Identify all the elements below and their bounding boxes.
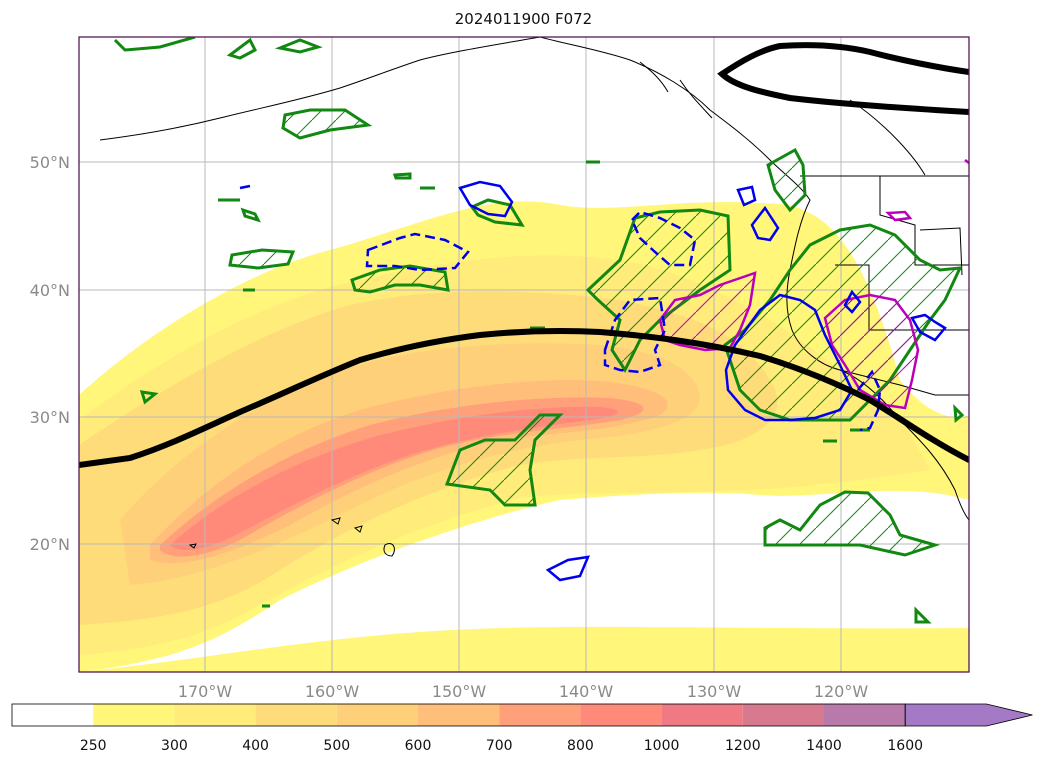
- colorbar-tick-label: 600: [405, 738, 432, 754]
- lat-label-20: 20°N: [30, 535, 70, 554]
- jet-axis-north: [717, 42, 969, 115]
- colorbar-tick-label: 1000: [644, 738, 680, 754]
- lon-label-160w: 160°W: [305, 682, 360, 701]
- green-contour-coast-north: [766, 147, 807, 213]
- magenta-contour-offshore: [658, 271, 757, 352]
- colorbar-tick-label: 1600: [887, 738, 923, 754]
- colorbar-cell: [255, 704, 337, 726]
- colorbar-cell: [174, 704, 256, 726]
- ivt-band-250-south: [79, 626, 969, 672]
- green-contour-subtropics-east: [763, 490, 941, 557]
- map-frame: [78, 36, 970, 673]
- lon-label-120w: 120°W: [814, 682, 869, 701]
- colorbar: 250 300 400 500 600 700 800 1000 1200 1400 1600: [11, 703, 1033, 754]
- colorbar-cell: [336, 704, 418, 726]
- colorbar-tick-label: 300: [161, 738, 188, 754]
- colorbar-cell: [580, 704, 662, 726]
- latitude-labels: 50°N 40°N 30°N 20°N: [30, 153, 70, 554]
- jet-axis-main: [79, 328, 969, 468]
- colorbar-tick-label: 1400: [806, 738, 842, 754]
- lat-label-30: 30°N: [30, 408, 70, 427]
- green-contour-subtropics-west: [444, 413, 564, 507]
- colorbar-cell: [93, 704, 175, 726]
- green-contour-gulf-of-alaska: [281, 108, 373, 140]
- magenta-contour-california: [823, 293, 920, 410]
- green-contour-central-north: [350, 264, 450, 294]
- colorbar-tick-label: 1200: [725, 738, 761, 754]
- colorbar-cell: [418, 704, 500, 726]
- jet-axis: [79, 42, 969, 468]
- lon-label-130w: 130°W: [687, 682, 742, 701]
- colorbar-extend-arrow: [904, 703, 1033, 727]
- colorbar-cells: [11, 703, 1033, 727]
- longitude-labels: 170°W 160°W 150°W 140°W 130°W 120°W: [178, 682, 869, 701]
- colorbar-tick-label: 500: [323, 738, 350, 754]
- colorbar-tick-label: 800: [567, 738, 594, 754]
- colorbar-cell: [742, 704, 824, 726]
- ivt-band-800: [170, 406, 619, 551]
- lon-label-170w: 170°W: [178, 682, 233, 701]
- blue-solid-contours: [239, 180, 947, 582]
- lat-label-40: 40°N: [30, 281, 70, 300]
- ivt-band-700: [160, 397, 644, 557]
- colorbar-tick-label: 400: [242, 738, 269, 754]
- blue-contour-california: [724, 293, 854, 422]
- colorbar-cell: [12, 704, 94, 726]
- magenta-small-contours: [885, 159, 969, 222]
- colorbar-cell: [661, 704, 743, 726]
- colorbar-cell: [499, 704, 581, 726]
- lon-label-140w: 140°W: [559, 682, 614, 701]
- green-small-contours: [113, 37, 965, 624]
- map-title: 2024011900 F072: [454, 10, 593, 28]
- blue-dashed-contours: [365, 210, 882, 432]
- colorbar-labels: 250 300 400 500 600 700 800 1000 1200 1400 1600: [80, 738, 923, 754]
- lon-label-150w: 150°W: [432, 682, 487, 701]
- green-contour-offshore: [585, 208, 732, 374]
- lat-label-50: 50°N: [30, 153, 70, 172]
- colorbar-outline: [11, 703, 906, 727]
- green-contour-west-1: [228, 248, 296, 270]
- graticule: [79, 37, 969, 672]
- colorbar-tick-label: 700: [486, 738, 513, 754]
- magenta-hatched-contours: [658, 271, 920, 410]
- colorbar-tick-label: 250: [80, 738, 107, 754]
- colorbar-cell: [824, 704, 906, 726]
